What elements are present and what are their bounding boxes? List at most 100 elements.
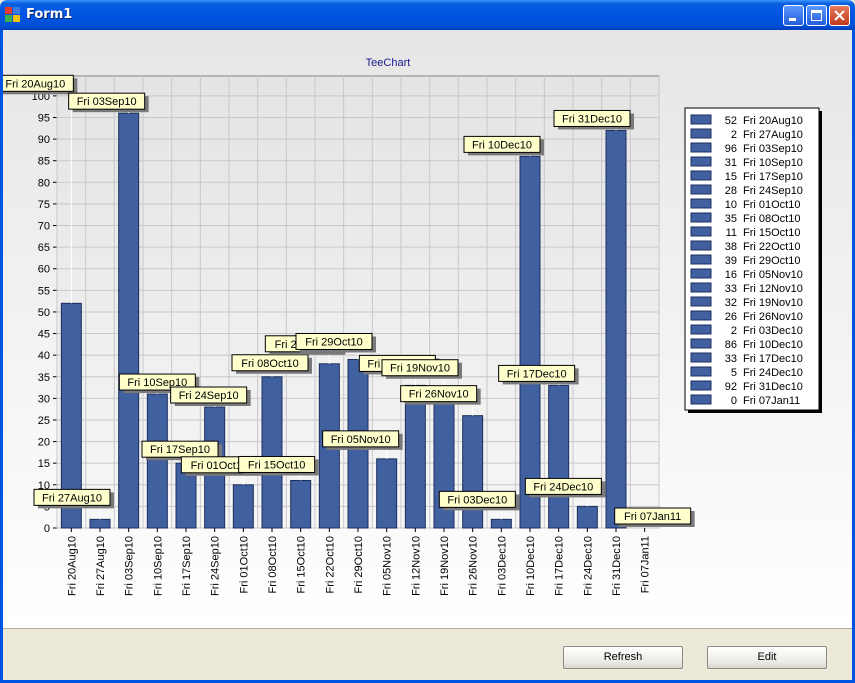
window-border-left <box>0 30 3 683</box>
x-tick-label: Fri 20Aug10 <box>66 536 78 596</box>
legend-swatch <box>690 338 712 349</box>
x-tick-label: Fri 17Dec10 <box>554 536 566 596</box>
legend-value: 28 <box>725 185 737 197</box>
legend-value: 16 <box>725 269 737 281</box>
legend-label: Fri 10Dec10 <box>743 339 803 351</box>
legend-value: 10 <box>725 199 737 211</box>
y-tick-label: 85 <box>38 156 50 168</box>
legend-value: 5 <box>731 367 737 379</box>
x-tick-label: Fri 01Oct10 <box>238 536 250 593</box>
mark-box <box>381 359 459 377</box>
x-tick-label: Fri 03Sep10 <box>124 536 136 596</box>
mark-label: Fri 15Oct10 <box>248 459 305 471</box>
mark-label: Fri 01Oct10 <box>191 460 248 472</box>
x-tick-label: Fri 05Nov10 <box>382 536 394 596</box>
legend-label: Fri 20Aug10 <box>743 115 803 127</box>
bar <box>462 415 484 529</box>
legend-swatch <box>690 282 712 293</box>
mark-box <box>295 332 373 350</box>
y-tick-label: 50 <box>38 307 50 319</box>
mark-box <box>141 440 219 458</box>
legend-swatch <box>690 198 712 209</box>
close-button[interactable] <box>829 5 850 26</box>
window-title: Form1 <box>26 7 73 22</box>
legend-swatch <box>690 394 712 405</box>
legend-value: 11 <box>726 227 737 239</box>
teechart[interactable]: 0510152025303540455055606570758085909510… <box>3 30 852 628</box>
y-tick-label: 10 <box>38 480 50 492</box>
legend-label: Fri 03Sep10 <box>743 143 803 155</box>
x-tick-label: Fri 12Nov10 <box>410 536 422 596</box>
legend-label: Fri 27Aug10 <box>743 129 803 141</box>
bar <box>118 112 140 529</box>
legend-label: Fri 07Jan11 <box>743 395 800 407</box>
bar <box>146 393 168 529</box>
mark-label: Fri 08Oct10 <box>241 358 298 370</box>
refresh-button[interactable]: Refresh <box>563 646 683 669</box>
x-tick-label: Fri 26Nov10 <box>468 536 480 596</box>
legend-swatch <box>690 114 712 125</box>
legend-swatch <box>690 366 712 377</box>
legend-value: 15 <box>725 171 737 183</box>
x-tick-label: Fri 10Dec10 <box>525 536 537 596</box>
legend-swatch <box>690 296 712 307</box>
x-tick-label: Fri 08Oct10 <box>267 536 279 593</box>
legend-swatch <box>690 324 712 335</box>
legend-label: Fri 24Sep10 <box>743 185 803 197</box>
mark-box <box>524 477 602 495</box>
mark-box <box>614 507 692 525</box>
app-icon <box>5 7 21 23</box>
bar <box>490 518 512 529</box>
close-icon <box>834 10 845 21</box>
mark-box <box>463 135 541 153</box>
legend-value: 32 <box>725 297 737 309</box>
y-tick-label: 0 <box>44 523 50 535</box>
bar <box>576 505 598 529</box>
bar <box>548 384 570 529</box>
title-bar[interactable]: Form1 <box>0 0 855 30</box>
edit-button[interactable]: Edit <box>707 646 827 669</box>
mark-label: Fri 20Aug10 <box>5 78 65 90</box>
legend-label: Fri 03Dec10 <box>743 325 803 337</box>
y-tick-label: 20 <box>38 437 50 449</box>
legend-swatch <box>690 212 712 223</box>
x-tick-label: Fri 24Dec10 <box>582 536 594 596</box>
minimize-button[interactable] <box>783 5 804 26</box>
x-tick-label: Fri 19Nov10 <box>439 536 451 596</box>
legend-label: Fri 08Oct10 <box>743 213 800 225</box>
bar <box>290 479 312 529</box>
x-tick-label: Fri 22Oct10 <box>324 536 336 593</box>
legend-swatch <box>690 184 712 195</box>
y-tick-label: 25 <box>38 415 50 427</box>
y-tick-label: 95 <box>38 112 50 124</box>
mark-box <box>498 364 576 382</box>
bottom-panel: Refresh Edit <box>3 628 852 681</box>
legend-label: Fri 22Oct10 <box>743 241 800 253</box>
maximize-button[interactable] <box>806 5 827 26</box>
bar <box>404 384 426 529</box>
legend-value: 39 <box>725 255 737 267</box>
legend-label: Fri 26Nov10 <box>743 311 803 323</box>
legend-swatch <box>690 240 712 251</box>
legend-label: Fri 17Sep10 <box>743 171 803 183</box>
y-tick-label: 40 <box>38 350 50 362</box>
mark-label: Fri 07Jan11 <box>624 511 681 523</box>
mark-box <box>118 373 196 391</box>
y-tick-label: 75 <box>38 199 50 211</box>
mark-box <box>33 488 111 506</box>
legend-label: Fri 24Dec10 <box>743 367 803 379</box>
mark-box <box>170 386 248 404</box>
legend-swatch <box>690 380 712 391</box>
mark-box <box>238 455 316 473</box>
legend-value: 52 <box>725 115 737 127</box>
legend-swatch <box>690 226 712 237</box>
legend-value: 86 <box>725 339 737 351</box>
legend-label: Fri 29Oct10 <box>743 255 800 267</box>
mark-label: Fri 19Nov10 <box>390 363 450 375</box>
legend-swatch <box>690 310 712 321</box>
y-tick-label: 60 <box>38 264 50 276</box>
legend-swatch <box>690 128 712 139</box>
x-tick-label: Fri 31Dec10 <box>611 536 623 596</box>
x-tick-label: Fri 03Dec10 <box>496 536 508 596</box>
mark-box <box>3 74 74 92</box>
